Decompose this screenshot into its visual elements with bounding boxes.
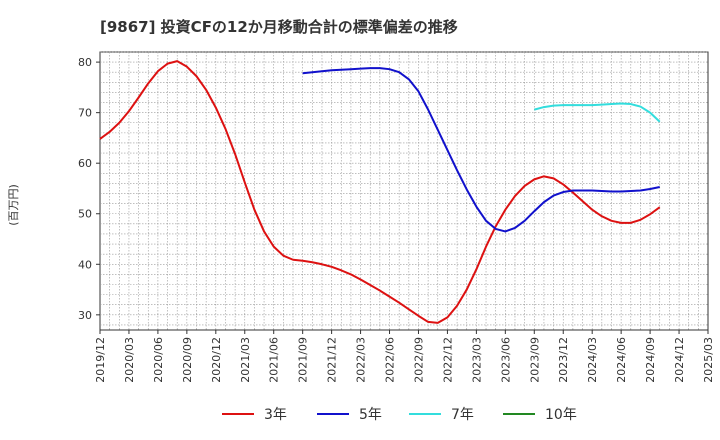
x-tick-label: 2023/06 bbox=[499, 337, 512, 383]
grid-vertical bbox=[109, 52, 699, 330]
x-tick-label: 2020/12 bbox=[210, 337, 223, 383]
legend-label: 7年 bbox=[451, 407, 474, 423]
series-lines bbox=[99, 60, 661, 324]
x-tick-label: 2022/12 bbox=[441, 337, 454, 383]
series-line-5年 bbox=[302, 67, 660, 233]
x-tick-label: 2020/06 bbox=[152, 337, 165, 383]
y-tick-label: 80 bbox=[78, 56, 92, 69]
y-axis-ticks: 30 40 50 60 70 80 bbox=[78, 56, 100, 322]
y-tick-label: 50 bbox=[78, 208, 92, 221]
legend-label: 3年 bbox=[264, 407, 287, 423]
x-tick-label: 2022/03 bbox=[355, 337, 368, 383]
y-tick-label: 60 bbox=[78, 157, 92, 170]
x-axis-ticks: 2019/12 2020/03 2020/06 2020/09 2020/12 2021/… bbox=[94, 330, 715, 383]
legend-label: 10年 bbox=[545, 407, 577, 423]
x-tick-label: 2023/03 bbox=[470, 337, 483, 383]
x-tick-label: 2022/06 bbox=[384, 337, 397, 383]
x-tick-label: 2022/09 bbox=[412, 337, 425, 383]
x-tick-label: 2020/03 bbox=[123, 337, 136, 383]
x-tick-label: 2024/06 bbox=[615, 337, 628, 383]
y-axis-label: (百万円) bbox=[7, 184, 20, 226]
x-tick-label: 2023/09 bbox=[528, 337, 541, 383]
series-line-7年 bbox=[534, 102, 661, 123]
x-tick-label: 2024/12 bbox=[673, 337, 686, 383]
x-tick-label: 2021/03 bbox=[239, 337, 252, 383]
x-tick-label: 2021/12 bbox=[326, 337, 339, 383]
grid-horizontal bbox=[100, 51, 708, 326]
y-tick-label: 40 bbox=[78, 258, 92, 271]
x-tick-label: 2024/09 bbox=[644, 337, 657, 383]
series-line-3年 bbox=[99, 60, 661, 324]
x-tick-label: 2024/03 bbox=[586, 337, 599, 383]
x-tick-label: 2023/12 bbox=[557, 337, 570, 383]
x-tick-label: 2020/09 bbox=[181, 337, 194, 383]
legend-label: 5年 bbox=[359, 407, 382, 423]
legend: 3年 5年 7年 10年 bbox=[222, 407, 577, 423]
x-tick-label: 2021/09 bbox=[297, 337, 310, 383]
x-tick-label: 2019/12 bbox=[94, 337, 107, 383]
x-tick-label: 2021/06 bbox=[268, 337, 281, 383]
y-tick-label: 70 bbox=[78, 107, 92, 120]
y-tick-label: 30 bbox=[78, 309, 92, 322]
x-tick-label: 2025/03 bbox=[702, 337, 715, 383]
chart-title: [9867] 投資CFの12か月移動合計の標準偏差の推移 bbox=[100, 18, 458, 36]
